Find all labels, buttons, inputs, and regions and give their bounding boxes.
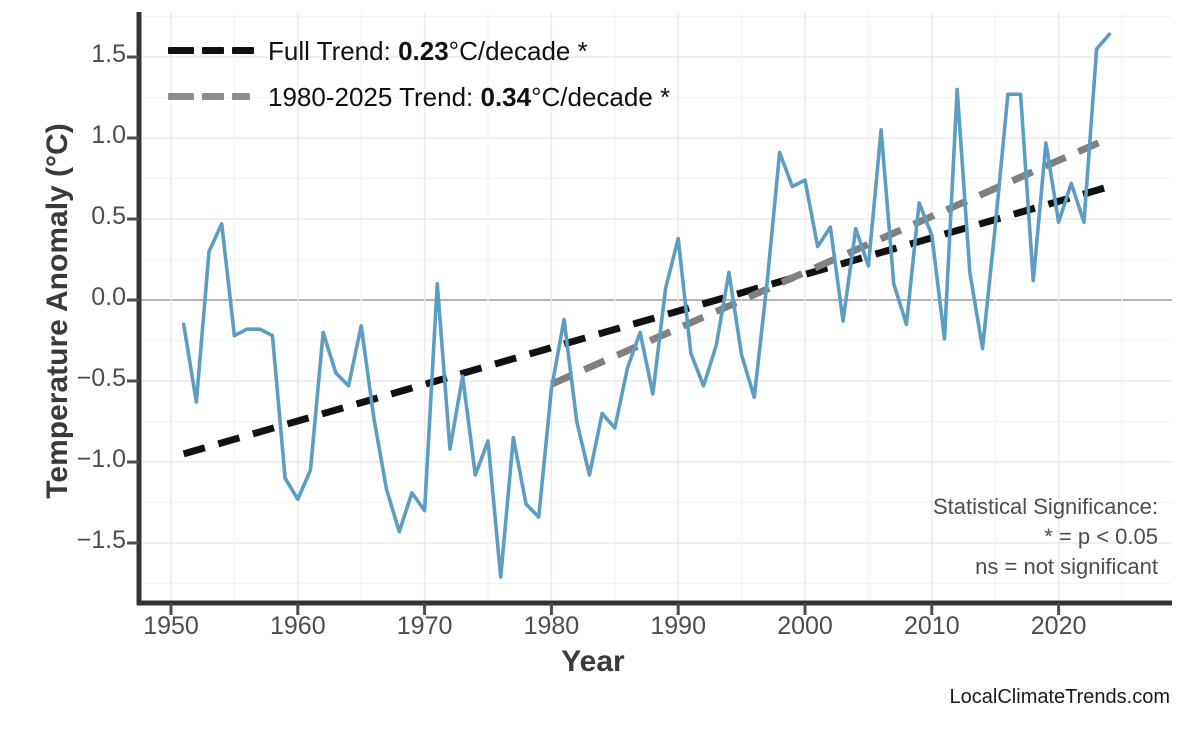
y-tick-label: 1.5 bbox=[91, 40, 126, 68]
significance-note: Statistical Significance: * = p < 0.05 n… bbox=[933, 492, 1158, 582]
y-tick-label: −0.5 bbox=[76, 364, 126, 392]
x-tick-label: 1990 bbox=[650, 612, 706, 640]
site-watermark: LocalClimateTrends.com bbox=[949, 686, 1170, 708]
trend-line-recent bbox=[549, 134, 1111, 388]
y-tick-label: −1.0 bbox=[76, 445, 126, 473]
y-tick-label: 0.5 bbox=[91, 202, 126, 230]
x-tick-label: 2010 bbox=[903, 612, 960, 640]
x-tick-label: 1970 bbox=[396, 612, 453, 640]
x-axis-title: Year bbox=[561, 645, 625, 678]
y-tick-label: 1.0 bbox=[91, 121, 126, 149]
x-tick-label: 1960 bbox=[269, 612, 326, 640]
y-tick-label: −1.5 bbox=[76, 526, 126, 554]
series-line bbox=[181, 32, 1112, 579]
x-tick-label: 1950 bbox=[143, 612, 199, 640]
x-tick-label: 1980 bbox=[523, 612, 580, 640]
trend-line-full bbox=[182, 183, 1111, 458]
significance-note-line-3: ns = not significant bbox=[975, 554, 1158, 579]
x-tick-label: 2020 bbox=[1030, 612, 1087, 640]
y-tick-label: 0.0 bbox=[91, 283, 126, 311]
significance-note-line-2: * = p < 0.05 bbox=[1044, 524, 1158, 549]
significance-note-line-1: Statistical Significance: bbox=[933, 494, 1158, 519]
x-tick-label: 2000 bbox=[777, 612, 833, 640]
